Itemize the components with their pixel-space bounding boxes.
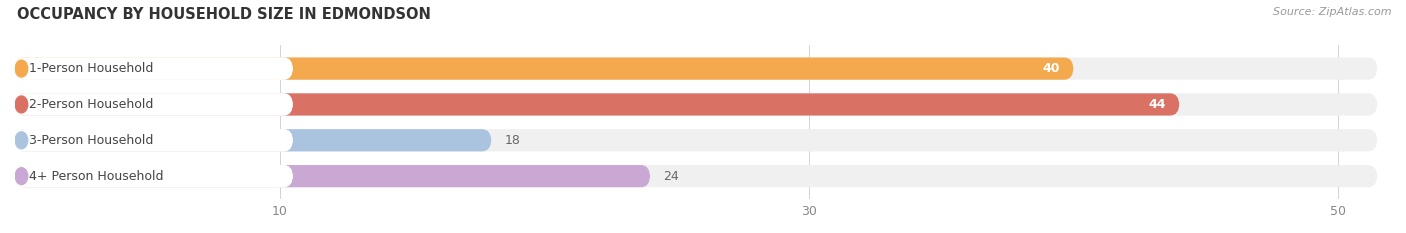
FancyBboxPatch shape — [15, 129, 1378, 151]
Text: 18: 18 — [505, 134, 520, 147]
FancyBboxPatch shape — [15, 129, 491, 151]
FancyBboxPatch shape — [15, 165, 292, 187]
FancyBboxPatch shape — [15, 129, 292, 151]
Text: OCCUPANCY BY HOUSEHOLD SIZE IN EDMONDSON: OCCUPANCY BY HOUSEHOLD SIZE IN EDMONDSON — [17, 7, 430, 22]
FancyBboxPatch shape — [15, 93, 1180, 116]
FancyBboxPatch shape — [15, 58, 1073, 80]
Text: 3-Person Household: 3-Person Household — [30, 134, 153, 147]
FancyBboxPatch shape — [15, 58, 292, 80]
Text: 44: 44 — [1149, 98, 1166, 111]
Text: 1-Person Household: 1-Person Household — [30, 62, 153, 75]
Text: 40: 40 — [1043, 62, 1060, 75]
Circle shape — [15, 96, 28, 113]
FancyBboxPatch shape — [15, 93, 292, 116]
FancyBboxPatch shape — [15, 58, 1378, 80]
FancyBboxPatch shape — [15, 93, 292, 116]
Circle shape — [15, 168, 28, 185]
Text: 2-Person Household: 2-Person Household — [30, 98, 153, 111]
FancyBboxPatch shape — [15, 129, 292, 151]
FancyBboxPatch shape — [15, 93, 1378, 116]
Circle shape — [15, 60, 28, 77]
FancyBboxPatch shape — [15, 165, 650, 187]
FancyBboxPatch shape — [15, 165, 1378, 187]
Text: 24: 24 — [664, 170, 679, 183]
Circle shape — [15, 132, 28, 149]
FancyBboxPatch shape — [15, 58, 292, 80]
Text: 4+ Person Household: 4+ Person Household — [30, 170, 163, 183]
Text: Source: ZipAtlas.com: Source: ZipAtlas.com — [1274, 7, 1392, 17]
FancyBboxPatch shape — [15, 165, 292, 187]
